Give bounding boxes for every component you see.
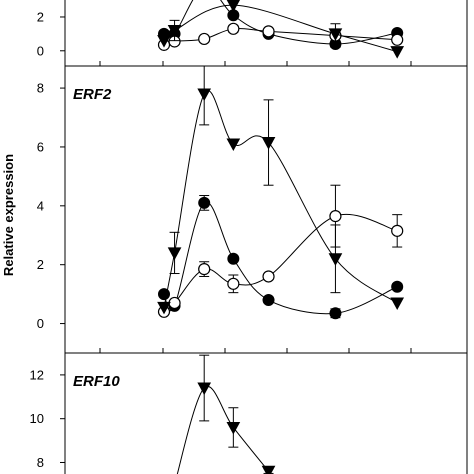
data-point-triangle-down bbox=[226, 421, 241, 435]
y-tick-label: 10 bbox=[30, 411, 44, 426]
data-point-triangle-down bbox=[261, 137, 276, 150]
data-point-circle-open bbox=[227, 277, 240, 290]
data-point-circle-open bbox=[198, 32, 211, 46]
data-point-circle-filled bbox=[227, 252, 240, 265]
data-point-circle-filled bbox=[329, 307, 342, 320]
y-tick-label: 8 bbox=[37, 455, 44, 470]
data-point-triangle-down bbox=[328, 253, 343, 266]
data-point-circle-open bbox=[227, 22, 240, 35]
series-line-circle-open bbox=[163, 214, 398, 313]
y-tick-label: 6 bbox=[37, 139, 44, 154]
data-point-triangle-down bbox=[390, 46, 405, 59]
data-point-circle-filled bbox=[198, 196, 211, 209]
data-point-triangle-down bbox=[226, 0, 240, 13]
y-tick-label: 2 bbox=[37, 9, 44, 24]
series-line-circle-filled bbox=[163, 201, 398, 315]
gene-label: ERF10 bbox=[73, 373, 120, 390]
plot-area bbox=[157, 66, 405, 320]
y-tick-label: 0 bbox=[37, 316, 44, 331]
gene-label: ERF2 bbox=[73, 86, 112, 103]
series-line-triangle-down bbox=[163, 4, 398, 53]
data-point-circle-open bbox=[329, 210, 342, 223]
data-point-triangle-down bbox=[167, 25, 182, 38]
data-point-circle-open bbox=[391, 33, 404, 46]
data-point-triangle-down bbox=[157, 301, 171, 315]
data-point-triangle-down bbox=[261, 465, 276, 474]
data-point-triangle-down bbox=[157, 35, 171, 48]
data-point-circle-filled bbox=[262, 294, 275, 307]
plot-area bbox=[157, 0, 405, 59]
data-point-circle-open bbox=[262, 25, 275, 38]
y-axis-label: Relative expression bbox=[1, 154, 16, 276]
y-tick-label: 4 bbox=[37, 198, 44, 213]
panel-top: 02 bbox=[37, 0, 468, 67]
y-tick-label: 2 bbox=[37, 257, 44, 272]
series-line-triangle-down bbox=[176, 385, 269, 474]
series-line-triangle-down bbox=[163, 90, 398, 308]
panel-erf2: 0 2 4 6 8 ERF2 bbox=[37, 66, 468, 354]
data-point-triangle-down bbox=[197, 88, 212, 102]
y-tick-label: 0 bbox=[37, 43, 44, 58]
data-point-triangle-down bbox=[226, 138, 241, 152]
data-point-circle-open bbox=[168, 296, 181, 310]
y-tick-label: 12 bbox=[30, 367, 44, 382]
panel-erf10: 8 10 12 ERF10 bbox=[30, 353, 468, 474]
data-point-circle-open bbox=[262, 270, 275, 283]
y-tick-label: 8 bbox=[37, 81, 44, 96]
data-point-triangle-down bbox=[167, 247, 182, 260]
data-point-circle-open bbox=[391, 224, 404, 237]
data-point-triangle-down bbox=[390, 297, 405, 311]
data-point-triangle-down bbox=[328, 28, 343, 41]
data-point-circle-filled bbox=[391, 280, 404, 293]
plot-area bbox=[176, 354, 276, 474]
data-point-circle-open bbox=[198, 263, 211, 276]
data-point-triangle-down bbox=[197, 382, 212, 396]
